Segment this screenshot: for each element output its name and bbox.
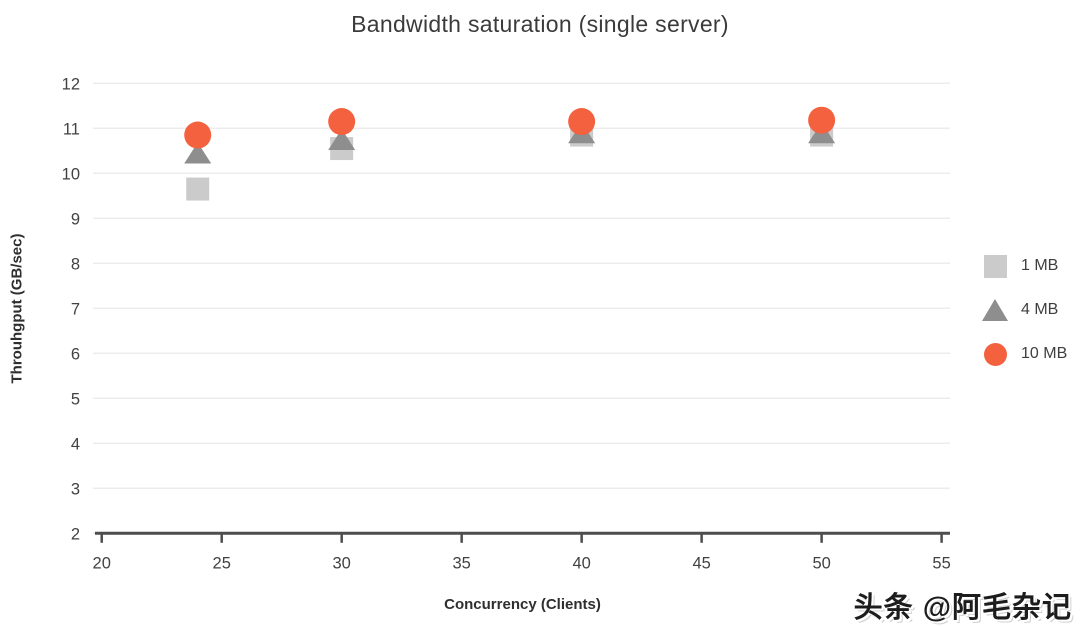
svg-text:7: 7	[71, 300, 80, 318]
legend: 1 MB 4 MB 10 MB	[980, 252, 1067, 384]
svg-text:10: 10	[62, 165, 80, 183]
square-marker-icon	[980, 254, 1010, 278]
svg-text:55: 55	[932, 554, 950, 572]
chart-title: Bandwidth saturation (single server)	[351, 11, 729, 37]
watermark-text: 头条 @阿毛杂记	[853, 592, 1072, 624]
legend-label: 4 MB	[1021, 301, 1059, 318]
svg-text:8: 8	[71, 255, 80, 273]
legend-item-10mb: 10 MB	[980, 340, 1067, 368]
svg-text:11: 11	[63, 120, 80, 138]
svg-text:6: 6	[71, 345, 80, 363]
legend-label: 10 MB	[1021, 345, 1068, 362]
svg-text:20: 20	[93, 554, 111, 572]
legend-label: 1 MB	[1021, 257, 1059, 274]
x-axis-title: Concurrency (Clients)	[444, 596, 601, 613]
svg-text:30: 30	[333, 554, 351, 572]
svg-text:9: 9	[71, 210, 80, 228]
circle-marker-icon	[980, 342, 1010, 366]
triangle-marker-icon	[980, 299, 1010, 321]
svg-text:12: 12	[62, 75, 80, 93]
svg-text:25: 25	[213, 554, 231, 572]
svg-text:50: 50	[812, 554, 830, 572]
svg-text:5: 5	[71, 390, 80, 408]
svg-text:4: 4	[71, 435, 80, 453]
svg-text:40: 40	[572, 554, 590, 572]
svg-text:45: 45	[692, 554, 710, 572]
legend-item-1mb: 1 MB	[980, 252, 1067, 280]
svg-text:35: 35	[452, 554, 470, 572]
svg-text:2: 2	[71, 525, 80, 543]
legend-item-4mb: 4 MB	[980, 296, 1067, 324]
svg-text:3: 3	[71, 480, 80, 498]
